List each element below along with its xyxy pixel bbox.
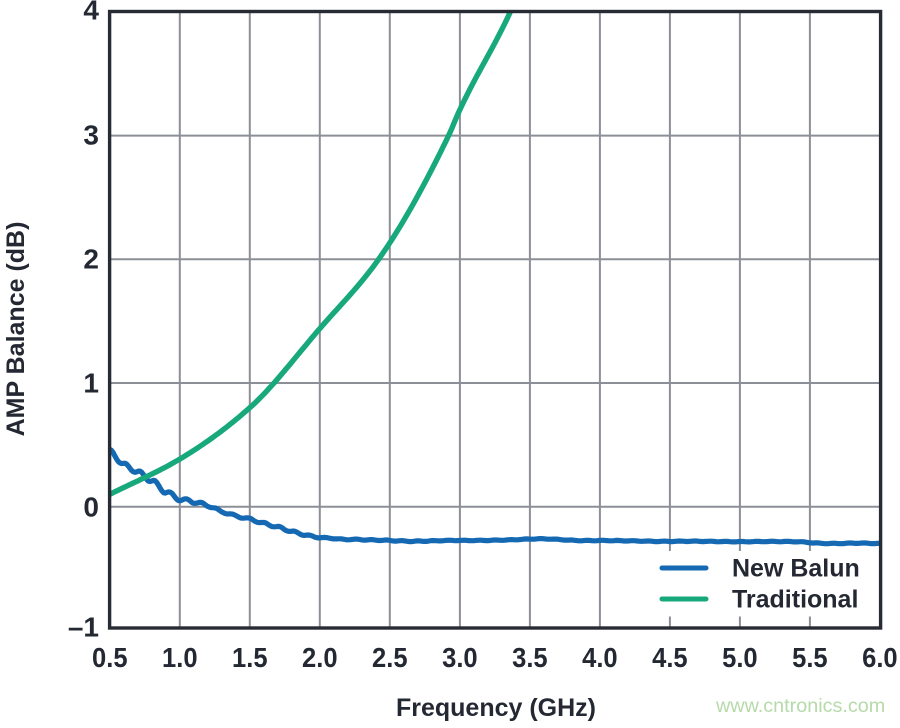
- svg-text:5.5: 5.5: [792, 642, 828, 673]
- svg-text:0.5: 0.5: [92, 642, 128, 673]
- svg-text:4.0: 4.0: [582, 642, 618, 673]
- svg-text:1.0: 1.0: [162, 642, 198, 673]
- svg-text:1: 1: [83, 368, 99, 399]
- svg-text:5.0: 5.0: [722, 642, 758, 673]
- svg-text:2.0: 2.0: [302, 642, 338, 673]
- svg-text:Traditional: Traditional: [732, 586, 858, 614]
- svg-text:3.5: 3.5: [512, 642, 548, 673]
- svg-text:0: 0: [83, 492, 99, 523]
- svg-text:AMP Balance (dB): AMP Balance (dB): [2, 222, 30, 437]
- svg-text:New Balun: New Balun: [732, 555, 860, 583]
- svg-text:4.5: 4.5: [652, 642, 688, 673]
- svg-text:3.0: 3.0: [442, 642, 478, 673]
- svg-text:www.cntronics.com: www.cntronics.com: [715, 695, 885, 717]
- svg-text:3: 3: [83, 119, 99, 150]
- svg-text:–1: –1: [68, 611, 99, 642]
- svg-text:6.0: 6.0: [862, 642, 898, 673]
- svg-text:4: 4: [83, 0, 99, 25]
- svg-text:Frequency (GHz): Frequency (GHz): [396, 694, 596, 722]
- svg-text:2: 2: [83, 243, 99, 274]
- svg-text:2.5: 2.5: [372, 642, 408, 673]
- svg-text:1.5: 1.5: [232, 642, 268, 673]
